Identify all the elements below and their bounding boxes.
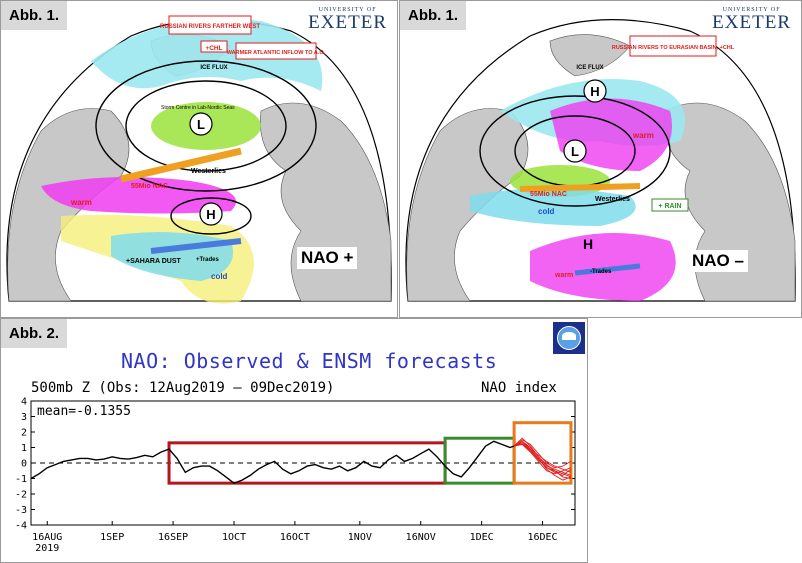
rain-box bbox=[651, 198, 689, 212]
nao-negative-label: NAO – bbox=[688, 250, 748, 272]
nao-positive-map-panel: Abb. 1. UNIVERSITY OF EXETER L H bbox=[0, 0, 398, 318]
x-tick-label: 1NOV bbox=[348, 532, 372, 543]
y-tick-label: 1 bbox=[21, 443, 27, 454]
highlight-boxes bbox=[167, 421, 573, 485]
westerlies-arrow-neg bbox=[519, 183, 641, 192]
noaa-logo-bird bbox=[562, 332, 576, 340]
exeter-logo-small-right: UNIVERSITY OF bbox=[722, 7, 781, 13]
westerlies-text: Westerlies bbox=[191, 168, 226, 175]
map-cold-region-neg bbox=[470, 188, 636, 226]
westerlies-arrow bbox=[120, 147, 242, 183]
y-tick-label: 3 bbox=[21, 412, 27, 423]
chl-box bbox=[200, 40, 228, 53]
russian-rivers-text: RUSSIAN RIVERS FARTHER WEST bbox=[160, 24, 260, 30]
warm-text-north-neg: warm bbox=[632, 131, 654, 140]
figure-2-label: Abb. 2. bbox=[1, 319, 68, 348]
westerlies-text-neg: Westerlies bbox=[595, 196, 630, 203]
forecast-member-5 bbox=[513, 442, 572, 481]
cold-text-neg: cold bbox=[538, 207, 555, 216]
y-tick-label: -2 bbox=[15, 490, 27, 501]
low-pressure-marker bbox=[189, 112, 213, 136]
warmer-atlantic-text: WARMER ATLANTIC INFLOW TO A.O. bbox=[227, 50, 326, 56]
ice-flux-text-neg: ICE FLUX bbox=[576, 65, 603, 71]
noaa-logo: NOAA bbox=[553, 322, 585, 354]
map-land-greenland-neg bbox=[549, 34, 631, 77]
exeter-logo-name: EXETER bbox=[308, 12, 387, 33]
high-pressure-north-label: H bbox=[590, 84, 599, 99]
y-tick-label: 2 bbox=[21, 428, 27, 439]
ice-flux-text: ICE FLUX bbox=[200, 65, 227, 71]
isobar-2 bbox=[95, 60, 317, 192]
map-warm-south-neg bbox=[530, 233, 676, 301]
russian-rivers-box bbox=[168, 15, 252, 35]
nac-text-neg: 55Mio NAC bbox=[530, 191, 567, 198]
low-pressure-label: L bbox=[197, 117, 205, 132]
warm-text-south-neg: warm bbox=[554, 272, 573, 279]
x-tick-label: 16DEC bbox=[527, 532, 557, 543]
noaa-logo-text: NOAA bbox=[561, 335, 577, 341]
exeter-logo-small: UNIVERSITY OF bbox=[318, 7, 377, 13]
x-tick-label: 16SEP bbox=[158, 532, 188, 543]
ensemble-forecast bbox=[513, 437, 572, 481]
observed-series-line bbox=[30, 440, 515, 484]
x-tick-label: 1OCT bbox=[222, 532, 246, 543]
y-tick-label: 0 bbox=[21, 459, 27, 470]
isobar-high bbox=[170, 197, 252, 235]
low-pressure-label-neg: L bbox=[571, 144, 579, 159]
russian-rivers-box-neg bbox=[629, 35, 717, 57]
cold-text: cold bbox=[211, 272, 228, 281]
warmer-atlantic-box bbox=[235, 42, 317, 60]
trades-arrow-neg bbox=[574, 263, 641, 276]
exeter-logo: UNIVERSITY OF EXETER bbox=[308, 7, 387, 32]
x-tick-label: 16NOV bbox=[406, 532, 436, 543]
chart-index-label: NAO index bbox=[481, 380, 557, 396]
storm-centre-text: Storm Centre in Lab-Nordic Seas bbox=[161, 105, 235, 111]
x-tick-label: 16OCT bbox=[280, 532, 310, 543]
trades-text: +Trades bbox=[196, 257, 220, 263]
exeter-logo-right: UNIVERSITY OF EXETER bbox=[712, 7, 791, 32]
forecast-member-7 bbox=[514, 443, 572, 476]
trades-arrow bbox=[150, 238, 242, 254]
x-tick-label: 1DEC bbox=[470, 532, 494, 543]
warm-text: warm bbox=[70, 198, 92, 207]
figure-1-label: Abb. 1. bbox=[1, 1, 68, 30]
map-warm-region bbox=[41, 177, 236, 214]
chart-title: NAO: Observed & ENSM forecasts bbox=[121, 349, 498, 373]
high-pressure-label: H bbox=[206, 207, 215, 222]
nao-chart-panel: Abb. 2. NOAA NAO: Observed & ENSM foreca… bbox=[0, 318, 588, 563]
high-pressure-north-marker bbox=[583, 79, 607, 103]
isobar-1 bbox=[125, 80, 287, 172]
nac-text: 55Mio NAC bbox=[131, 183, 168, 190]
x-tick-sublabel: 2019 bbox=[35, 543, 59, 554]
high-pressure-south-label: H bbox=[583, 236, 593, 252]
exeter-logo-name-right: EXETER bbox=[712, 12, 791, 33]
high-pressure-marker bbox=[199, 202, 223, 226]
russian-rivers-text-neg: RUSSIAN RIVERS TO EURASIAN BASIN, +CHL bbox=[612, 45, 735, 51]
trades-text-neg: -Trades bbox=[590, 269, 612, 275]
low-pressure-marker-neg bbox=[563, 139, 587, 163]
chart-subtitle: 500mb Z (Obs: 12Aug2019 – 09Dec2019) bbox=[31, 380, 335, 396]
isobar-neg-2 bbox=[479, 95, 671, 207]
nao-negative-map: H L H RUSSIAN RIVERS TO EURASIAN BASIN, … bbox=[405, 19, 796, 302]
y-tick-label: -4 bbox=[15, 521, 27, 532]
forecast-member-8 bbox=[513, 437, 572, 478]
forecast-member-6 bbox=[513, 440, 572, 473]
x-tick-label: 16AUG bbox=[32, 532, 62, 543]
nao-positive-label: NAO + bbox=[297, 247, 358, 269]
x-tick-label: 1SEP bbox=[100, 532, 124, 543]
nao-negative-map-panel: Abb. 1. UNIVERSITY OF EXETER H L H RUSSI… bbox=[399, 0, 802, 318]
chl-text: +CHL bbox=[205, 45, 222, 52]
sahara-dust-text: +SAHARA DUST bbox=[126, 258, 181, 265]
y-tick-label: -3 bbox=[15, 505, 27, 516]
rain-text: + RAIN bbox=[658, 203, 681, 210]
y-tick-label: -1 bbox=[15, 474, 27, 485]
map-arctic-region bbox=[91, 18, 323, 91]
y-tick-label: 4 bbox=[21, 397, 27, 408]
figure-1-label-right: Abb. 1. bbox=[400, 1, 467, 30]
mean-label: mean=-0.1355 bbox=[37, 404, 131, 419]
nao-positive-map: L H RUSSIAN RIVERS FARTHER WEST WARMER A… bbox=[6, 15, 392, 304]
highlight-box-3 bbox=[512, 421, 573, 485]
